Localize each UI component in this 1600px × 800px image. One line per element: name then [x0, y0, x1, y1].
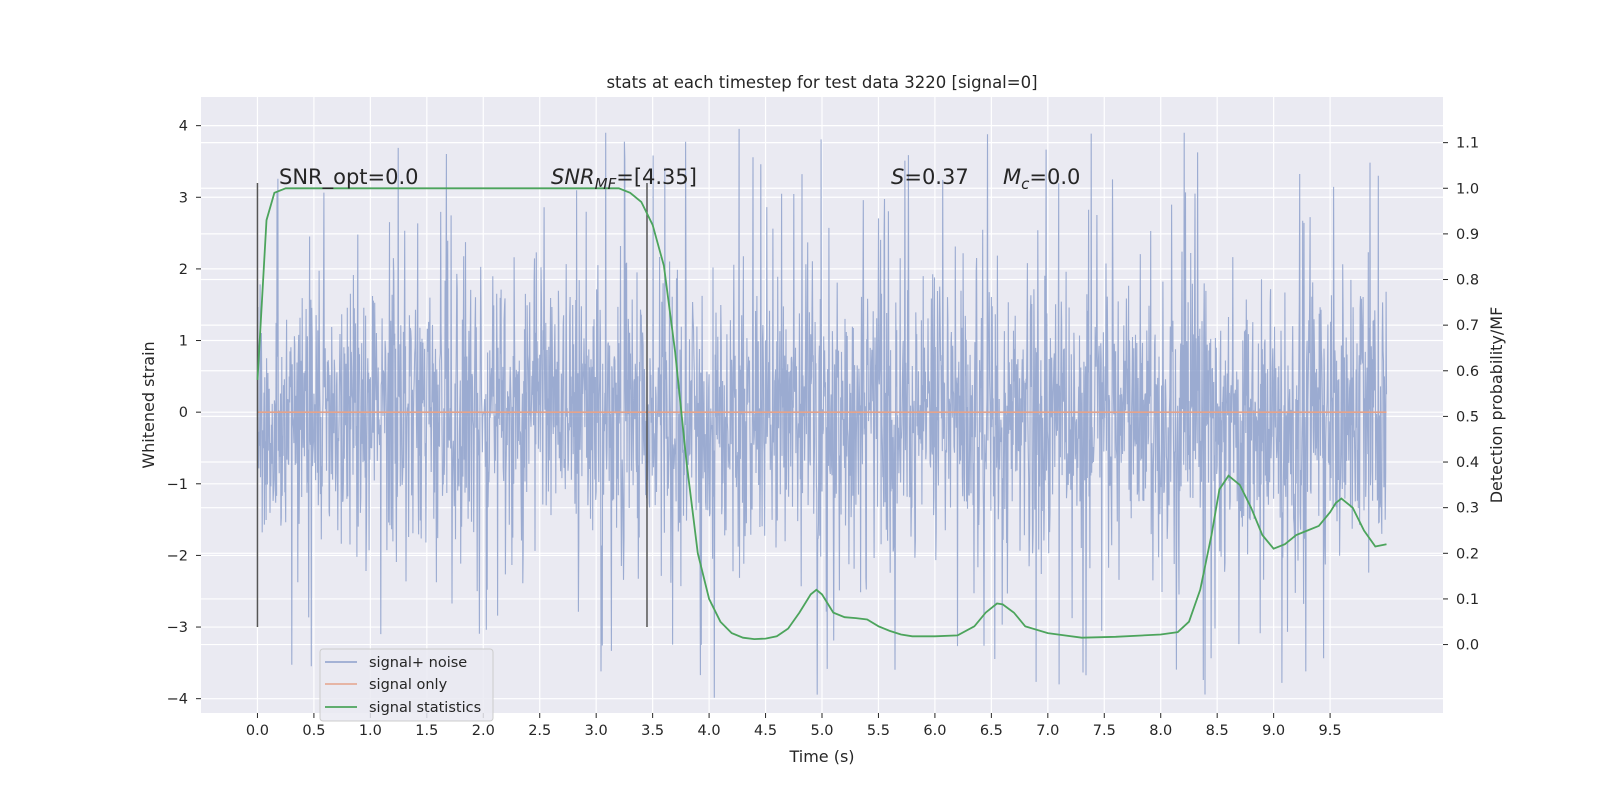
y2-tick-label: 0.2: [1456, 546, 1479, 562]
x-tick-label: 0.0: [246, 723, 269, 739]
axis-layer: 0.0 0.5 1.0 1.5 2.0 2.5 3.0 3.5 4.0 4.5 5.0 5.5 6.0 6…: [167, 119, 1479, 739]
x-tick-label: 2.5: [528, 723, 551, 739]
y-tick-label: 3: [179, 190, 188, 206]
x-tick-label: 5.0: [810, 723, 833, 739]
line-layer: [256, 182, 1387, 641]
x-tick-label: 3.5: [641, 723, 664, 739]
legend: signal+ noise signal only signal statist…: [319, 648, 494, 722]
y-tick-label: 4: [179, 119, 188, 135]
legend-box: [319, 648, 494, 722]
annotation-s-symbol: S: [891, 165, 904, 189]
y2-axis-label: Detection probability/MF: [1487, 307, 1506, 504]
x-tick-label: 5.5: [867, 723, 890, 739]
x-tick-label: 9.5: [1319, 723, 1342, 739]
legend-label-signal-noise: signal+ noise: [369, 655, 467, 671]
signal-statistics-line: [256, 187, 1387, 641]
legend-label-signal-only: signal only: [369, 677, 448, 693]
noise-series: [256, 128, 1388, 698]
x-tick-label: 2.0: [472, 723, 495, 739]
x-tick-label: 9.0: [1262, 723, 1285, 739]
x-tick-label: 1.5: [415, 723, 438, 739]
annotation-snr-mf-value: =[4.35]: [616, 165, 697, 189]
x-tick-label: 8.5: [1206, 723, 1229, 739]
annotation-snr-mf-subscript: MF: [595, 175, 617, 193]
y2-tick-label: 1.0: [1456, 181, 1479, 197]
y2-tick-label: 0.1: [1456, 592, 1479, 608]
annotation-snr-mf: SNRMF=[4.35]: [551, 165, 697, 193]
y-tick-label: 0: [179, 405, 188, 421]
y-tick-label: 2: [179, 262, 188, 278]
x-tick-label: 7.5: [1093, 723, 1116, 739]
y-tick-label: 1: [179, 334, 188, 350]
y-tick-label: −2: [167, 548, 188, 564]
y-tick-label: −4: [167, 692, 188, 708]
y2-tick-label: 0.8: [1456, 273, 1479, 289]
x-tick-label: 0.5: [302, 723, 325, 739]
y2-tick-label: 0.4: [1456, 455, 1479, 471]
annotation-snr-mf-symbol: SNR: [551, 165, 595, 189]
x-tick-label: 1.0: [359, 723, 382, 739]
annotation-mc-symbol: M: [1003, 165, 1021, 189]
y2-tick-label: 0.0: [1456, 638, 1479, 654]
x-tick-label: 8.0: [1149, 723, 1172, 739]
y2-tick-label: 0.5: [1456, 409, 1479, 425]
x-tick-label: 7.0: [1036, 723, 1059, 739]
signal-noise-trace: [256, 128, 1388, 698]
x-tick-label: 6.0: [923, 723, 946, 739]
y2-tick-label: 1.1: [1456, 136, 1479, 152]
y2-tick-label: 0.3: [1456, 501, 1479, 517]
y-tick-label: −1: [167, 477, 188, 493]
annotation-mc-value: =0.0: [1029, 165, 1080, 189]
x-tick-label: 4.0: [698, 723, 721, 739]
y-tick-label: −3: [167, 620, 188, 636]
legend-label-signal-statistics: signal statistics: [369, 700, 481, 716]
chart-title: stats at each timestep for test data 322…: [606, 73, 1037, 92]
y2-tick-label: 0.7: [1456, 318, 1479, 334]
annotation-mc-subscript: c: [1021, 175, 1030, 193]
x-tick-label: 6.5: [980, 723, 1003, 739]
annotation-s-value: =0.37: [904, 165, 968, 189]
y-axis-label: Whitened strain: [139, 341, 158, 468]
x-axis-label: Time (s): [788, 747, 854, 766]
y2-tick-label: 0.6: [1456, 364, 1479, 380]
x-tick-label: 4.5: [754, 723, 777, 739]
annotation-snr-opt: SNR_opt=0.0: [279, 165, 419, 190]
x-tick-label: 3.0: [585, 723, 608, 739]
annotation-s: S=0.37: [891, 165, 969, 189]
y2-tick-label: 0.9: [1456, 227, 1479, 243]
annotation-mc: Mc=0.0: [1003, 165, 1080, 193]
